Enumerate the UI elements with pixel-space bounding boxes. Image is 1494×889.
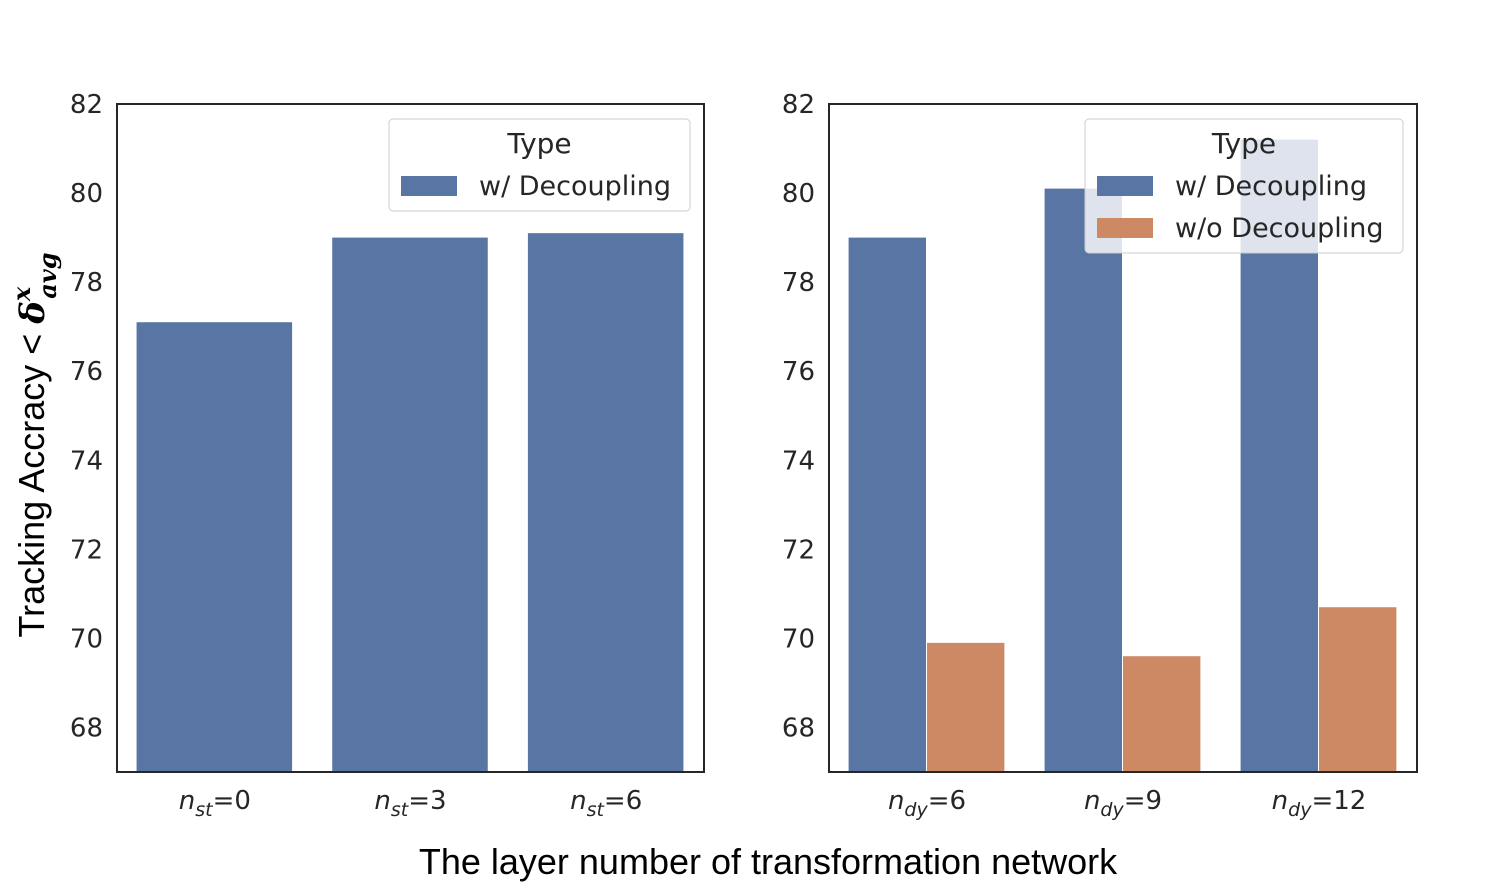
legend-swatch — [1097, 176, 1153, 196]
bar-wdecoupling-0 — [848, 237, 926, 773]
legend-label: w/o Decoupling — [1175, 213, 1384, 244]
bar-wodecoupling-2 — [1319, 607, 1397, 772]
y-tick-label: 72 — [70, 535, 103, 565]
legend-swatch — [1097, 218, 1153, 238]
x-tick-label: ndy=9 — [1084, 786, 1162, 821]
plot-frame — [116, 103, 705, 773]
legend-label: w/ Decoupling — [1175, 171, 1367, 202]
y-tick-label: 82 — [782, 90, 815, 120]
x-tick-label: nst=0 — [179, 786, 251, 821]
left-chart-panel: 68 70 72 74 76 78 80 82 nst=0 nst=3 nst=6 Type w/ De… — [70, 90, 705, 821]
svg-text:Tracking Accracy < δxavg: Tracking Accracy < δxavg — [7, 252, 62, 637]
y-tick-label: 80 — [782, 179, 815, 209]
right-chart-panel: 68 70 72 74 76 78 80 82 ndy=6 ndy=9 ndy=12 Type w/ D… — [782, 90, 1418, 821]
y-axis-title: Tracking Accracy < δxavg — [7, 252, 62, 637]
y-tick-label: 70 — [782, 624, 815, 654]
y-tick-label: 78 — [782, 268, 815, 298]
bar-wdecoupling-0 — [136, 322, 293, 772]
bar-wdecoupling-1 — [1044, 188, 1122, 773]
y-tick-label: 70 — [70, 624, 103, 654]
y-tick-label: 76 — [782, 357, 815, 387]
y-tick-label: 76 — [70, 357, 103, 387]
x-tick-label: ndy=12 — [1272, 786, 1367, 821]
x-axis-title: The layer number of transformation netwo… — [419, 841, 1118, 882]
y-tick-label: 72 — [782, 535, 815, 565]
legend-title: Type — [506, 127, 571, 160]
bar-wodecoupling-0 — [927, 642, 1005, 772]
legend-box — [1084, 118, 1404, 254]
y-tick-label: 80 — [70, 179, 103, 209]
legend-box — [388, 118, 691, 212]
legend: Type w/ Decoupling — [388, 118, 691, 212]
x-tick-label: ndy=6 — [888, 786, 966, 821]
bar-wodecoupling-1 — [1123, 656, 1201, 772]
y-tick-label: 82 — [70, 90, 103, 120]
bar-wdecoupling-1 — [332, 237, 488, 773]
legend-swatch — [401, 176, 457, 196]
y-tick-label: 68 — [70, 713, 103, 743]
y-tick-label: 74 — [70, 446, 103, 476]
y-tick-label: 78 — [70, 268, 103, 298]
legend: Type w/ Decoupling w/o Decoupling — [1084, 118, 1404, 254]
y-tick-label: 74 — [782, 446, 815, 476]
legend-label: w/ Decoupling — [479, 171, 671, 202]
x-tick-label: nst=6 — [570, 786, 642, 821]
legend-title: Type — [1211, 127, 1276, 160]
bar-wdecoupling-2 — [527, 233, 684, 772]
plot-frame — [828, 103, 1418, 773]
y-tick-label: 68 — [782, 713, 815, 743]
x-tick-label: nst=3 — [374, 786, 446, 821]
